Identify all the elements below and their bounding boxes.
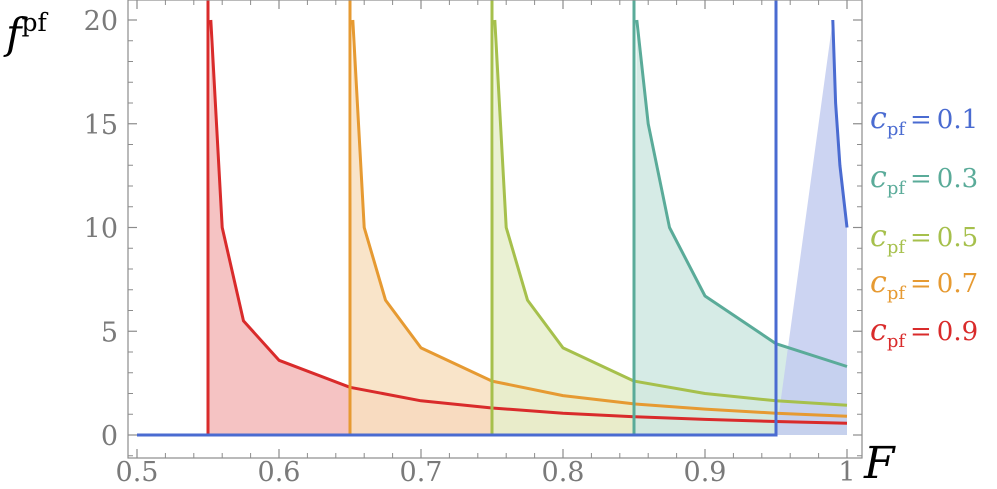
y-tick-label: 5 (101, 317, 118, 348)
legend-entry-2: cpf = 0.3 (870, 160, 978, 199)
y-axis-title-superscript: pf (22, 8, 49, 37)
legend-entry-5: cpf = 0.9 (870, 313, 978, 352)
x-tick-label: 0.8 (542, 457, 585, 488)
series-line-3 (493, 19, 848, 407)
y-tick-label: 20 (84, 6, 118, 37)
y-axis-title: fpf (3, 8, 49, 58)
legend: cpf = 0.1 cpf = 0.3 cpf = 0.5 cpf = 0.7 cpf = 0.9 (870, 101, 978, 352)
series-line-onset-1 (137, 0, 778, 437)
x-tick-label: 0.9 (684, 457, 727, 488)
y-tick-label: 10 (84, 214, 118, 245)
series-line-4 (351, 19, 848, 418)
plot-frame (127, 0, 863, 459)
x-tick-label: 0.7 (400, 457, 443, 488)
legend-entry-1: cpf = 0.1 (870, 101, 978, 140)
series-lines (137, 0, 849, 437)
x-tick-label: 0.6 (258, 457, 301, 488)
legend-entry-4: cpf = 0.7 (870, 265, 978, 304)
area-fill-series-4 (350, 20, 847, 435)
area-fill-series-1 (776, 20, 847, 435)
area-fills (208, 20, 847, 435)
area-fill-series-2 (634, 20, 847, 435)
legend-entry-3: cpf = 0.5 (870, 219, 978, 258)
series-line-1 (831, 19, 849, 228)
series-line-2 (635, 19, 848, 368)
series-line-5 (209, 19, 848, 425)
x-tick-label: 1 (838, 457, 855, 488)
plot-border (127, 0, 863, 459)
area-fill-series-3 (492, 20, 847, 435)
series-line-onset-5 (137, 0, 210, 437)
y-tick-label: 15 (84, 110, 118, 141)
x-axis-title: F (863, 438, 896, 489)
y-tick-label: 0 (101, 421, 118, 452)
x-tick-label: 0.5 (116, 457, 159, 488)
area-fill-series-5 (208, 20, 847, 435)
